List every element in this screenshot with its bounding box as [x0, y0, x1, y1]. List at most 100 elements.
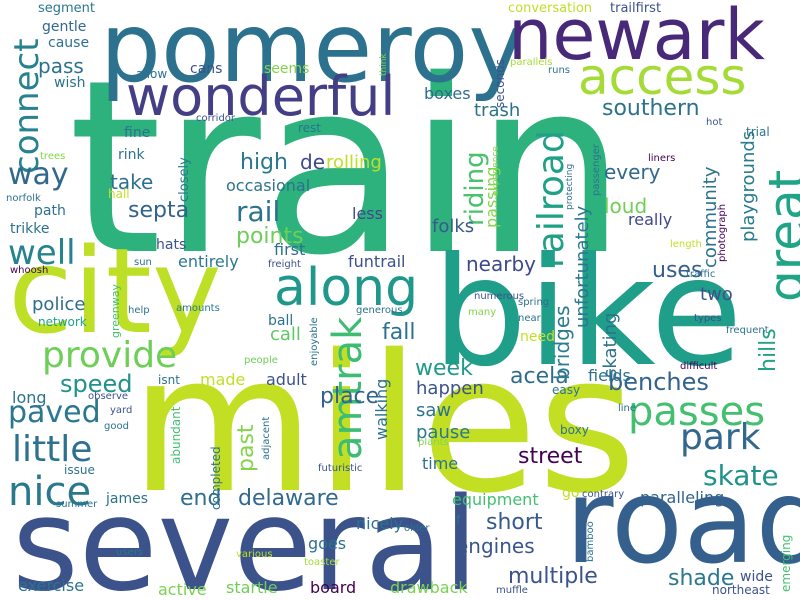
word-summer: summer [56, 499, 98, 510]
word-experience: experience [491, 146, 501, 196]
word-end: end [180, 486, 222, 511]
word-funtrail: funtrail [348, 252, 406, 271]
word-newark: newark [508, 0, 765, 76]
word-path: path [34, 203, 66, 219]
word-protecting: protecting [565, 163, 575, 210]
word-engines: engines [456, 534, 535, 558]
word-fields: fields [588, 366, 631, 385]
word-fall: fall [382, 320, 416, 345]
word-playgrounds: playgrounds [738, 130, 759, 242]
word-cans: cans [190, 61, 223, 77]
word-boxes: boxes [424, 84, 471, 103]
word-network: network [38, 315, 87, 329]
word-unfortunately: unfortunately [572, 205, 593, 328]
word-benches: benches [608, 368, 709, 396]
word-call: call [270, 324, 301, 345]
word-trash: trash [474, 100, 521, 121]
word-septa: septa [128, 198, 190, 223]
word-happen: happen [416, 378, 484, 399]
word-liners: liners [648, 153, 676, 164]
word-great: great [758, 169, 800, 302]
word-conversation: conversation [508, 1, 593, 16]
word-pass: pass [38, 54, 84, 78]
word-trial: trial [746, 125, 770, 139]
word-users: users [116, 547, 144, 558]
word-trikke: trikke [10, 221, 50, 237]
word-adult: adult [266, 370, 307, 389]
word-entirely: entirely [178, 252, 239, 271]
word-park: park [680, 417, 761, 458]
word-points: points [236, 224, 304, 249]
word-hall: hall [108, 187, 130, 201]
word-sun: sun [134, 257, 152, 268]
word-whoosh: whoosh [10, 265, 49, 276]
word-exercise: exercise [18, 576, 85, 595]
word-yard: yard [110, 405, 133, 416]
word-police: police [32, 294, 86, 315]
word-passenger: passenger [591, 144, 602, 196]
word-really: really [628, 210, 673, 229]
word-little: little [12, 429, 93, 470]
word-paved: paved [8, 395, 101, 430]
word-short: short [486, 510, 543, 535]
word-boxy: boxy [560, 423, 589, 437]
word-bridges: bridges [550, 305, 574, 380]
word-f: f [456, 513, 461, 527]
word-wide: wide [740, 569, 773, 585]
word-think: think [379, 53, 389, 76]
word-wonderful: wonderful [126, 65, 396, 128]
word-multiple: multiple [508, 564, 598, 589]
word-easy: easy [552, 383, 581, 397]
word-active: active [158, 580, 207, 599]
word-time: time [422, 454, 459, 473]
word-muffle: muffle [496, 585, 528, 596]
word-saw: saw [416, 400, 452, 421]
word-less: less [352, 204, 383, 223]
word-spring: spring [518, 297, 550, 308]
word-greenway: greenway [109, 283, 122, 338]
word-issue: issue [64, 463, 95, 477]
word-emerging: emerging [779, 534, 793, 592]
word-amounts: amounts [176, 303, 220, 314]
word-long: long [12, 388, 47, 407]
word-rest: rest [298, 121, 322, 135]
word-parallels: parallels [510, 57, 553, 68]
word-rail: rail [236, 195, 281, 228]
word-need: need [520, 329, 555, 345]
word-made: made [200, 370, 246, 389]
word-city: city [8, 222, 222, 360]
word-freight: freight [268, 259, 301, 270]
word-place: place [320, 384, 380, 409]
word-isnt: isnt [158, 373, 180, 387]
word-numerous: numerous [474, 291, 525, 302]
word-seconds: seconds [493, 58, 507, 108]
word-train: train [68, 28, 627, 308]
word-difficult: difficult [680, 361, 718, 372]
word-length: length [670, 239, 702, 250]
word-uses: uses [652, 258, 703, 283]
word-hats: hats [156, 237, 187, 253]
word-various: various [236, 549, 273, 560]
word-help: help [128, 305, 150, 316]
word-trees: trees [40, 151, 66, 162]
word-loud: loud [604, 194, 648, 218]
word-past: past [234, 424, 259, 472]
word-occasional: occasional [226, 176, 311, 195]
word-startle: startle [226, 578, 278, 597]
word-goes: goes [308, 534, 347, 553]
word-acela: acela [510, 364, 569, 389]
word-several: several [12, 471, 479, 600]
word-adjacent: adjacent [261, 416, 272, 460]
word-enjoyable: enjoyable [309, 317, 320, 366]
word-many: many [468, 307, 497, 318]
word-week: week [415, 356, 473, 381]
word-wish: wish [54, 75, 86, 91]
word-near: near [518, 313, 541, 324]
word-skate: skate [703, 459, 779, 492]
word-line: line [618, 403, 637, 414]
word-bamboo: bamboo [585, 521, 596, 562]
word-bike: bike [432, 226, 743, 400]
word-hot: hot [706, 117, 723, 128]
word-generous: generous [356, 305, 403, 316]
